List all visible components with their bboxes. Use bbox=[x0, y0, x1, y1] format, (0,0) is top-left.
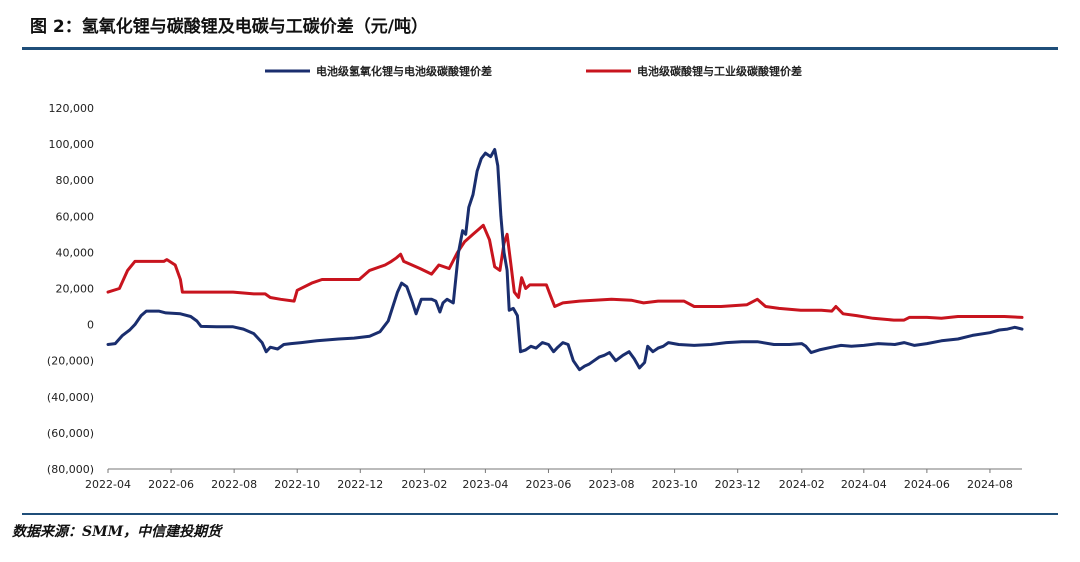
x-tick-label: 2022-08 bbox=[211, 478, 257, 491]
y-tick-label: 0 bbox=[87, 319, 94, 332]
x-tick-label: 2023-06 bbox=[525, 478, 571, 491]
legend: 电池级氢氧化锂与电池级碳酸锂价差 电池级碳酸锂与工业级碳酸锂价差 bbox=[265, 64, 802, 78]
y-tick-label: (40,000) bbox=[47, 391, 94, 404]
x-tick-label: 2023-08 bbox=[589, 478, 635, 491]
title-rule bbox=[22, 47, 1058, 50]
x-tick-label: 2022-04 bbox=[85, 478, 131, 491]
y-tick-label: 80,000 bbox=[56, 174, 95, 187]
x-tick-label: 2024-02 bbox=[779, 478, 825, 491]
y-tick-label: 100,000 bbox=[49, 138, 95, 151]
x-axis: 2022-04 2022-06 2022-08 2022-10 2022-12 2023-… bbox=[85, 468, 1022, 491]
x-tick-label: 2024-06 bbox=[904, 478, 950, 491]
bottom-rule bbox=[22, 513, 1058, 515]
x-tick-label: 2023-10 bbox=[652, 478, 698, 491]
y-tick-label: (80,000) bbox=[47, 463, 94, 476]
y-tick-label: 20,000 bbox=[56, 283, 95, 296]
x-tick-label: 2024-08 bbox=[967, 478, 1013, 491]
line-chart: 电池级氢氧化锂与电池级碳酸锂价差 电池级碳酸锂与工业级碳酸锂价差 120,000… bbox=[47, 64, 1024, 491]
figure-title: 图 2：氢氧化锂与碳酸锂及电碳与工碳价差（元/吨） bbox=[30, 17, 428, 37]
y-tick-label: 40,000 bbox=[56, 246, 95, 259]
series-line-lioh-vs-li2co3 bbox=[106, 148, 1024, 372]
y-tick-label: 60,000 bbox=[56, 210, 95, 223]
y-tick-label: (60,000) bbox=[47, 427, 94, 440]
y-axis: 120,000 100,000 80,000 60,000 40,000 20,000 0 (… bbox=[47, 102, 94, 476]
y-tick-label: (20,000) bbox=[47, 355, 94, 368]
x-tick-label: 2023-04 bbox=[462, 478, 508, 491]
x-tick-label: 2022-06 bbox=[148, 478, 194, 491]
source-note: 数据来源：SMM，中信建投期货 bbox=[12, 524, 222, 540]
x-tick-label: 2022-12 bbox=[337, 478, 383, 491]
series-layer bbox=[106, 148, 1024, 372]
x-tick-label: 2024-04 bbox=[841, 478, 887, 491]
legend-label-series-1: 电池级氢氧化锂与电池级碳酸锂价差 bbox=[316, 64, 492, 78]
x-tick-label: 2023-12 bbox=[715, 478, 761, 491]
y-tick-label: 120,000 bbox=[49, 102, 95, 115]
x-tick-label: 2022-10 bbox=[274, 478, 320, 491]
series-line-battery-vs-industrial-li2co3 bbox=[106, 223, 1024, 322]
legend-label-series-2: 电池级碳酸锂与工业级碳酸锂价差 bbox=[637, 64, 802, 78]
x-tick-label: 2023-02 bbox=[401, 478, 447, 491]
